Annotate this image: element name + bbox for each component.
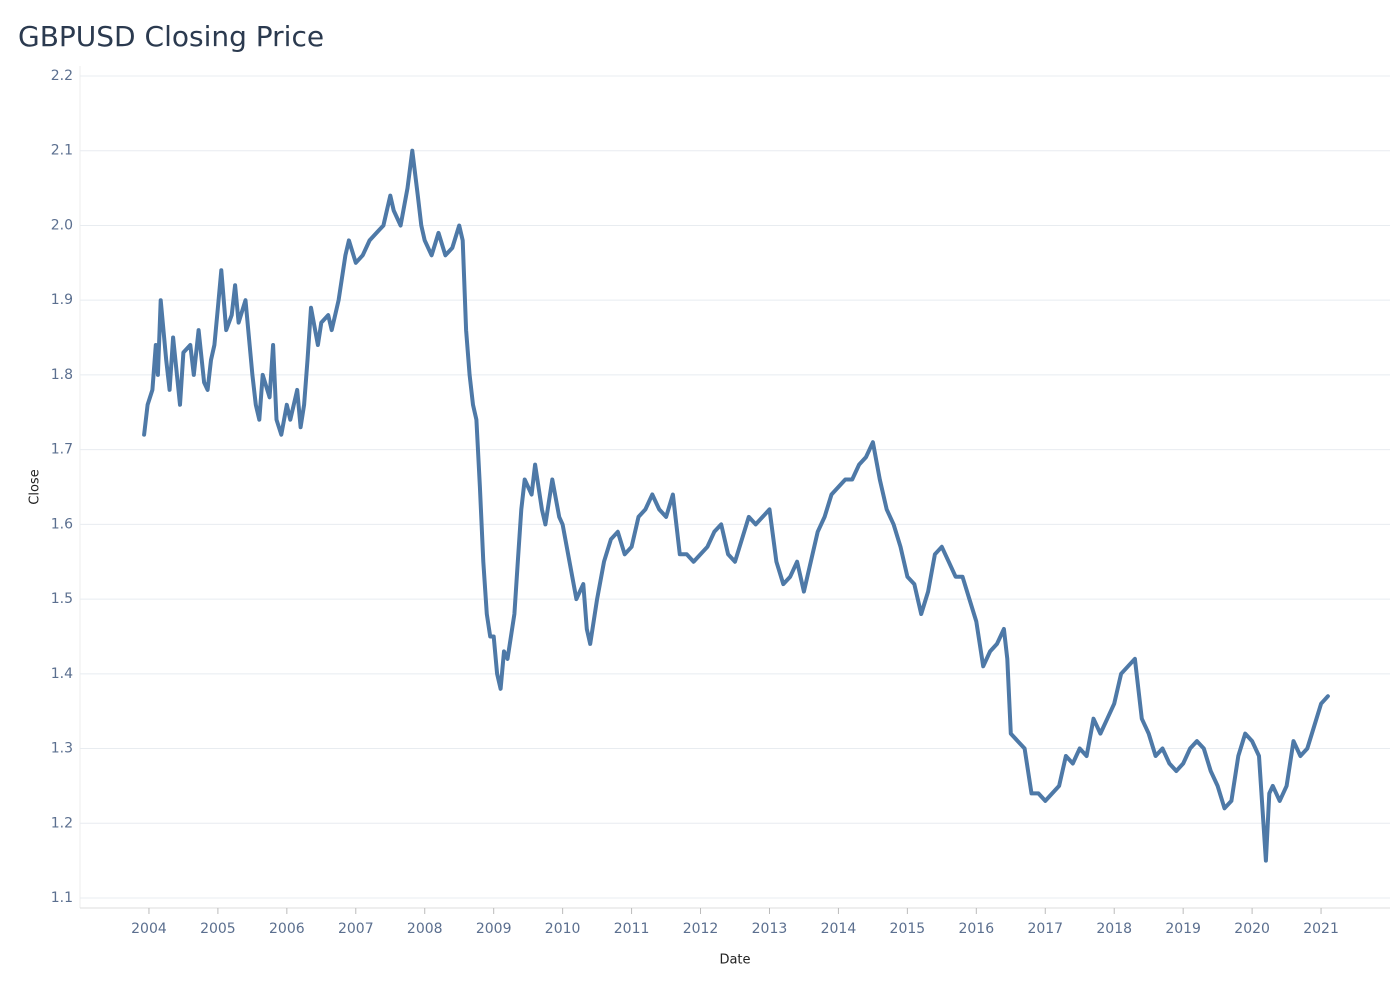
x-tick-label: 2006 (269, 921, 305, 937)
x-tick-label: 2009 (476, 921, 512, 937)
y-tick-label: 2.0 (51, 217, 73, 233)
y-tick-label: 1.9 (51, 292, 73, 308)
y-tick-label: 1.8 (51, 367, 73, 383)
y-axis-title: Close (28, 469, 43, 504)
chart-title: GBPUSD Closing Price (18, 20, 324, 53)
y-tick-label: 1.4 (51, 666, 73, 682)
x-tick-label: 2019 (1165, 921, 1201, 937)
x-tick-label: 2007 (338, 921, 374, 937)
y-tick-label: 2.2 (51, 68, 73, 84)
x-tick-label: 2014 (821, 921, 857, 937)
price-line (142, 148, 1330, 863)
x-tick-label: 2008 (407, 921, 443, 937)
y-tick-label: 1.2 (51, 815, 73, 831)
x-tick-label: 2005 (200, 921, 236, 937)
y-tick-label: 1.1 (51, 890, 73, 906)
y-tick-label: 1.6 (51, 516, 73, 532)
x-tick-label: 2010 (545, 921, 581, 937)
x-tick-label: 2018 (1096, 921, 1132, 937)
x-tick-label: 2015 (890, 921, 926, 937)
y-tick-label: 2.1 (51, 143, 73, 159)
x-tick-label: 2017 (1027, 921, 1063, 937)
y-tick-label: 1.7 (51, 442, 73, 458)
x-tick-label: 2013 (752, 921, 788, 937)
x-tick-label: 2016 (958, 921, 994, 937)
x-tick-label: 2004 (131, 921, 167, 937)
x-axis-title: Date (719, 953, 750, 968)
y-tick-label: 1.5 (51, 591, 73, 607)
x-tick-label: 2011 (614, 921, 650, 937)
x-tick-label: 2020 (1234, 921, 1270, 937)
x-tick-label: 2021 (1303, 921, 1339, 937)
x-tick-label: 2012 (683, 921, 719, 937)
y-tick-label: 1.3 (51, 741, 73, 757)
